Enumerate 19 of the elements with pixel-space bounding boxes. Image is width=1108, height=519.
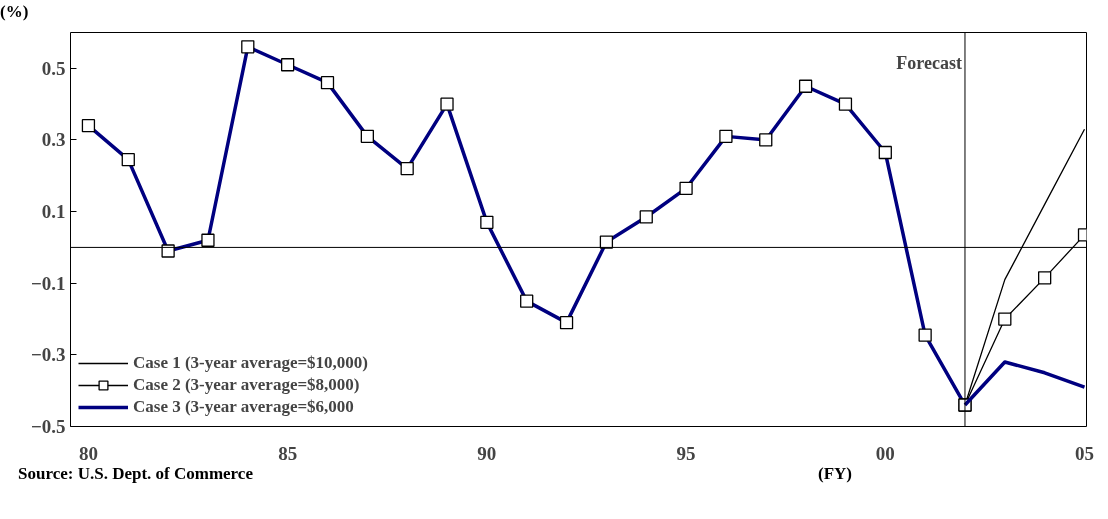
x-axis-title: (FY) [818,463,852,485]
legend-label: Case 2 (3-year average=$8,000) [133,375,360,395]
y-tick-label: 0.3 [41,129,66,151]
x-tick-label: 80 [78,442,98,464]
y-tick-label: 0.1 [41,201,66,223]
legend-label: Case 3 (3-year average=$6,000 [133,397,354,417]
y-tick-label: −0.1 [30,272,66,294]
x-tick-label: 90 [477,442,497,464]
legend-label: Case 1 (3-year average=$10,000) [133,353,369,373]
x-tick-label: 85 [278,442,298,464]
x-tick-label: 05 [1075,442,1095,464]
x-tick-label: 00 [875,442,895,464]
y-tick-label: −0.5 [30,416,66,437]
y-tick-label: −0.3 [30,344,66,366]
y-tick-label: 0.5 [41,57,66,79]
ref-line-label: Forecast [896,52,962,73]
y-axis-title: (%) [0,1,29,23]
source-note: Source: U.S. Dept. of Commerce [18,463,253,485]
x-tick-label: 95 [676,442,696,464]
